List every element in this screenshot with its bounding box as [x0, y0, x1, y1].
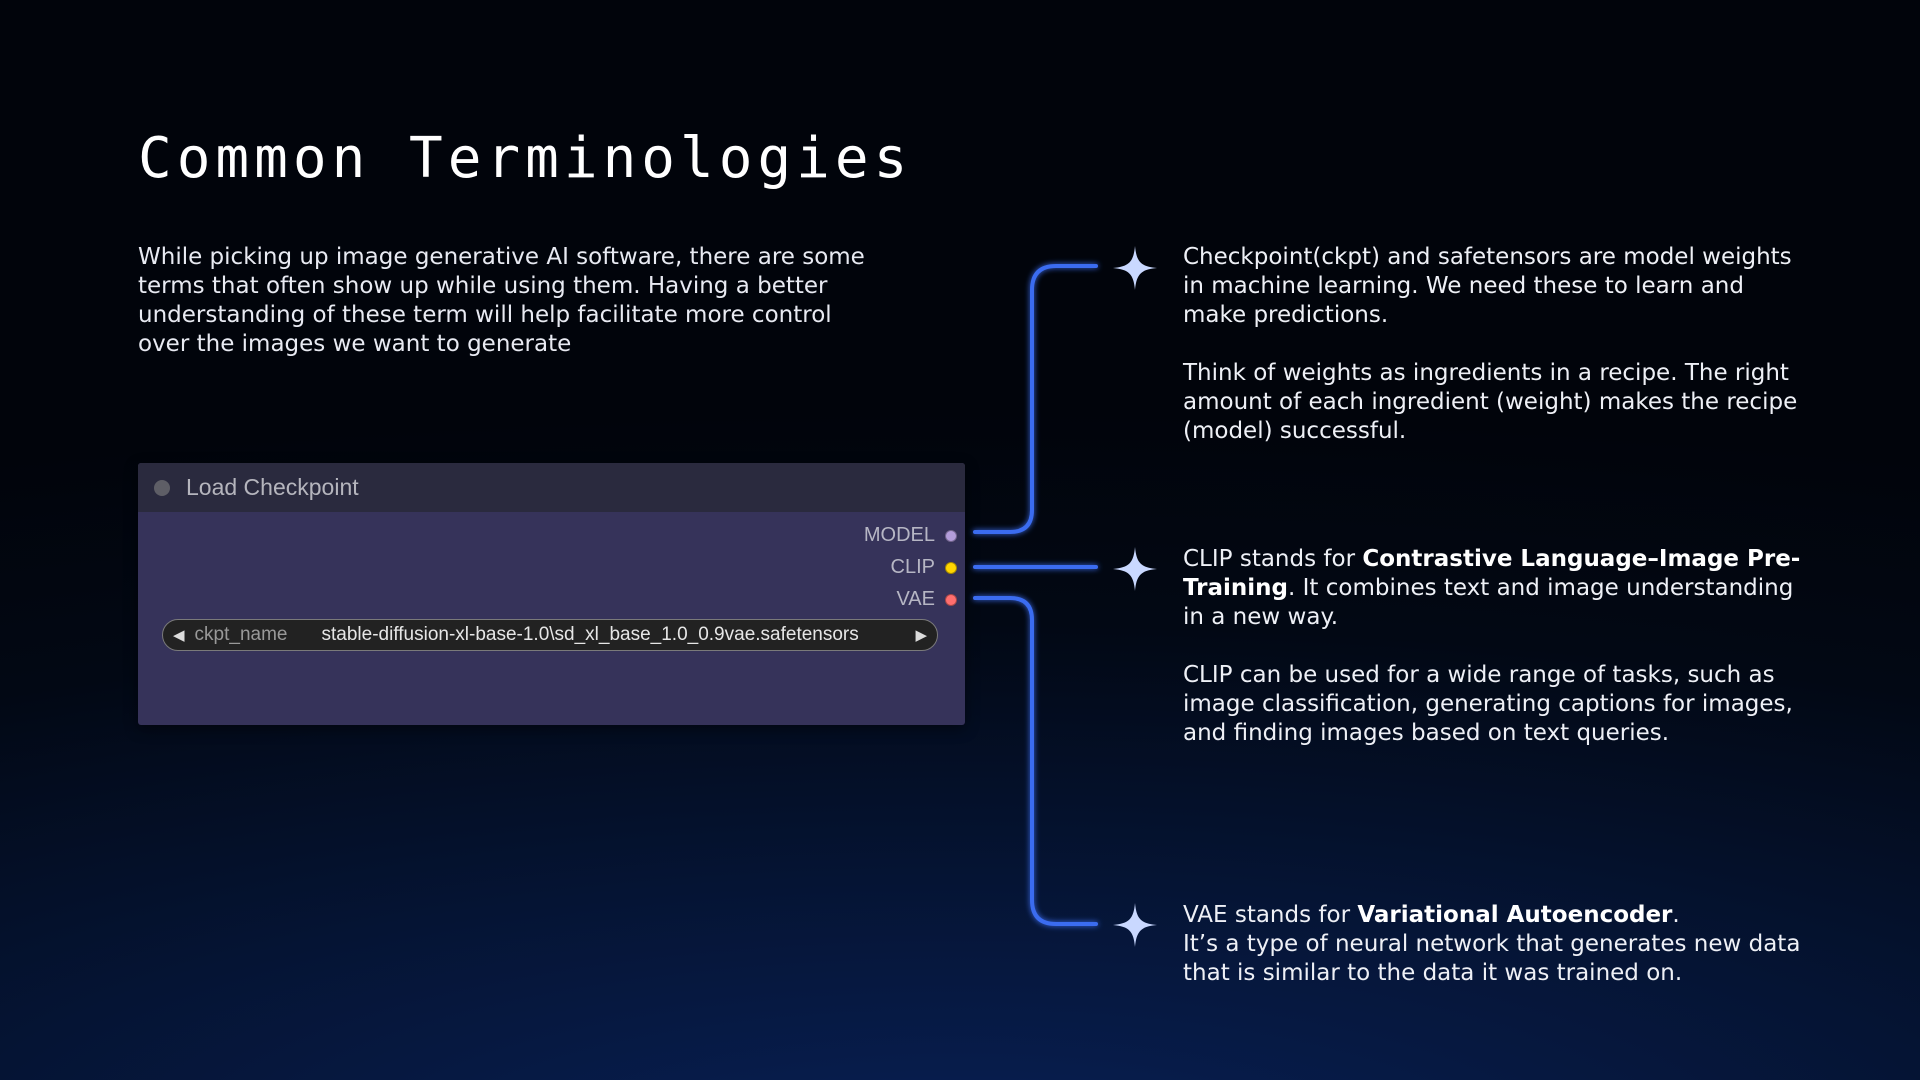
widget-label: ckpt_name [194, 624, 288, 645]
intro-text: While picking up image generative AI sof… [138, 244, 865, 357]
page-title: Common Terminologies [138, 126, 913, 191]
output-port-vae[interactable]: VAE [896, 588, 957, 611]
output-port-model[interactable]: MODEL [864, 524, 957, 547]
sparkle-icon [1113, 246, 1157, 290]
vae-text-pre: VAE stands for [1183, 902, 1358, 928]
vae-paragraph-1: VAE stands for Variational Autoencoder. I… [1183, 901, 1803, 988]
chevron-right-icon[interactable]: ▶ [915, 627, 927, 644]
node-title: Load Checkpoint [186, 474, 359, 500]
ckpt-name-combo[interactable]: ◀ ckpt_name stable-diffusion-xl-base-1.0… [162, 619, 938, 651]
sparkle-icon [1113, 903, 1157, 947]
clip-text-post: . It combines text and image understandi… [1183, 575, 1794, 630]
clip-paragraph-2: CLIP can be used for a wide range of tas… [1183, 662, 1793, 746]
checkpoint-paragraph-2: Think of weights as ingredients in a rec… [1183, 360, 1798, 444]
node-header[interactable]: Load Checkpoint [138, 463, 965, 512]
chevron-left-icon[interactable]: ◀ [173, 627, 185, 644]
vae-description: VAE stands for Variational Autoencoder. I… [1183, 901, 1803, 988]
output-label-vae: VAE [896, 588, 935, 610]
clip-text-pre: CLIP stands for [1183, 546, 1363, 572]
output-label-model: MODEL [863, 524, 935, 546]
output-slot-clip[interactable] [945, 561, 957, 574]
connector-model [973, 264, 1098, 534]
output-slot-vae[interactable] [945, 593, 957, 606]
vae-term: Variational Autoencoder [1357, 902, 1673, 928]
connector-vae [973, 596, 1098, 926]
checkpoint-description: Checkpoint(ckpt) and safetensors are mod… [1183, 243, 1803, 446]
load-checkpoint-node[interactable]: Load Checkpoint MODEL CLIP VAE ◀ ckpt_na… [138, 463, 965, 725]
output-port-clip[interactable]: CLIP [891, 556, 957, 579]
vae-text-post: . [1672, 902, 1680, 928]
widget-value[interactable]: stable-diffusion-xl-base-1.0\sd_xl_base_… [321, 624, 859, 645]
output-label-clip: CLIP [890, 556, 935, 578]
status-dot-icon[interactable] [154, 479, 170, 496]
clip-paragraph-1: CLIP stands for Contrastive Language–Ima… [1183, 545, 1803, 632]
clip-description: CLIP stands for Contrastive Language–Ima… [1183, 545, 1803, 748]
clip-term: Contrastive Language–Image Pre-Training [1183, 546, 1801, 601]
output-slot-model[interactable] [945, 529, 957, 542]
vae-text-line-2: It’s a type of neural network that gener… [1183, 931, 1801, 986]
checkpoint-paragraph-1: Checkpoint(ckpt) and safetensors are mod… [1183, 244, 1792, 328]
sparkle-icon [1113, 547, 1157, 591]
